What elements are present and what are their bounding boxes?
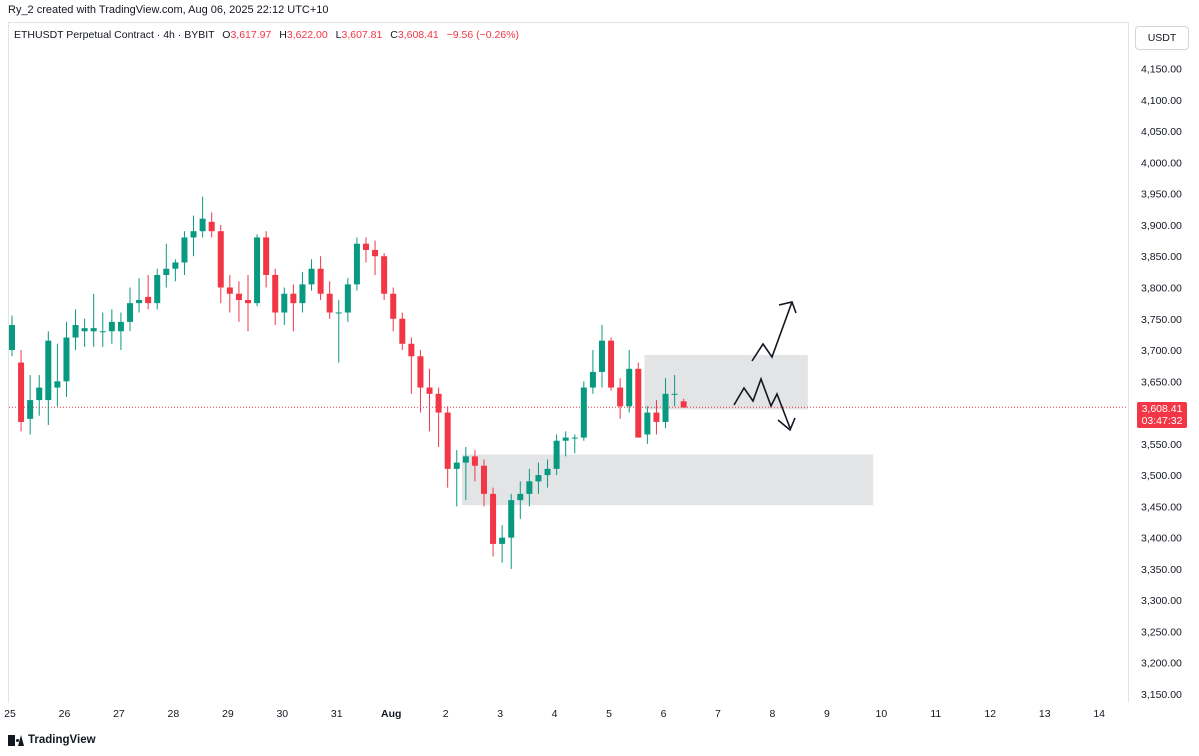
footer-brand[interactable]: TradingView — [8, 734, 96, 746]
change-value: −9.56 (−0.26%) — [446, 29, 520, 41]
x-tick-label: 4 — [552, 708, 558, 720]
close-key: C — [390, 29, 398, 41]
high-value: 3,622.00 — [286, 29, 328, 41]
low-key: L — [335, 29, 342, 41]
last-price-label: 3,608.41 — [1141, 403, 1183, 415]
x-tick-label: 11 — [930, 708, 941, 720]
price-axis[interactable] — [1128, 22, 1199, 702]
tradingview-logo-icon — [8, 734, 24, 746]
x-tick-label: 7 — [715, 708, 721, 720]
last-price-tag: 3,608.41 03:47:32 — [1137, 402, 1187, 428]
symbol-legend: ETHUSDT Perpetual Contract · 4h · BYBIT … — [14, 29, 519, 41]
x-tick-label: 8 — [770, 708, 776, 720]
x-tick-label: 6 — [661, 708, 667, 720]
x-tick-label: 9 — [824, 708, 830, 720]
low-value: 3,607.81 — [341, 29, 383, 41]
x-tick-label: 10 — [876, 708, 888, 720]
x-tick-label: 25 — [4, 708, 16, 720]
x-tick-label: 2 — [443, 708, 449, 720]
currency-button[interactable]: USDT — [1135, 26, 1189, 50]
close-value: 3,608.41 — [397, 29, 439, 41]
chart-attribution: Ry_2 created with TradingView.com, Aug 0… — [8, 4, 329, 16]
x-tick-label: 29 — [222, 708, 234, 720]
x-tick-label: 26 — [59, 708, 71, 720]
chart-pane[interactable] — [8, 22, 1129, 703]
x-tick-label: 13 — [1039, 708, 1051, 720]
high-key: H — [279, 29, 287, 41]
symbol-name[interactable]: ETHUSDT Perpetual Contract · 4h · BYBIT — [14, 29, 215, 41]
x-tick-label: 30 — [276, 708, 288, 720]
open-key: O — [222, 29, 231, 41]
bar-countdown: 03:47:32 — [1141, 415, 1183, 427]
brand-name: TradingView — [28, 734, 96, 746]
x-tick-label: 5 — [606, 708, 612, 720]
x-tick-label: 31 — [331, 708, 343, 720]
x-tick-label: Aug — [381, 708, 401, 720]
x-tick-label: 12 — [984, 708, 996, 720]
x-tick-label: 27 — [113, 708, 125, 720]
x-tick-label: 3 — [497, 708, 503, 720]
x-tick-label: 28 — [168, 708, 180, 720]
open-value: 3,617.97 — [230, 29, 272, 41]
x-tick-label: 14 — [1093, 708, 1105, 720]
